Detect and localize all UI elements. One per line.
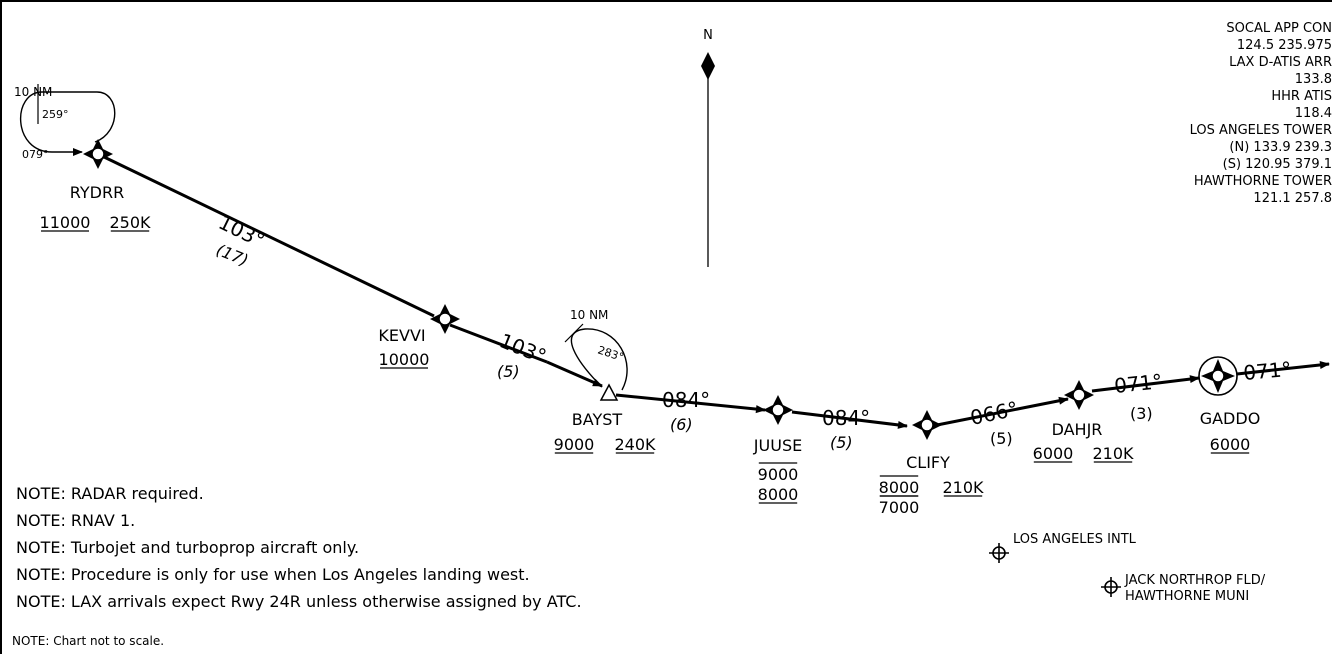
waypoint-center [1072, 388, 1086, 402]
airport-icon-lax [989, 543, 1009, 563]
waypoint-rydrr [83, 139, 113, 169]
leg-distance-label: (5) [990, 429, 1013, 448]
note-line: NOTE: Turbojet and turboprop aircraft on… [16, 538, 360, 557]
note-line: NOTE: RNAV 1. [16, 511, 136, 530]
altitude-restriction: 9000 [554, 435, 595, 454]
waypoint-juuse [763, 395, 793, 425]
waypoint-center [438, 312, 452, 326]
leg-distance-label: (5) [497, 362, 520, 381]
airport-icon-hhr [1101, 577, 1121, 597]
speed-restriction: 250K [109, 213, 151, 232]
route-leg [791, 410, 908, 429]
leg-course-label: 071° [1113, 369, 1163, 398]
north-arrow-icon [701, 52, 715, 80]
freq-line: 118.4 [1294, 106, 1332, 121]
holding-pattern-bayst [570, 328, 628, 391]
leg-distance-label: (5) [830, 433, 853, 452]
leg-course-label: 066° [968, 396, 1020, 429]
waypoint-center [771, 403, 785, 417]
leg-course-label: 071° [1242, 357, 1292, 385]
altitude-restriction: 8000 [758, 485, 799, 504]
leg-distance-label: (6) [670, 415, 693, 434]
airport-name: HAWTHORNE MUNI [1125, 589, 1249, 604]
hold-inbound-label: 079° [22, 148, 49, 161]
waypoint-ring [1198, 356, 1238, 396]
altitude-restriction: 10000 [379, 350, 430, 369]
waypoint-gaddo [1198, 356, 1238, 396]
freq-line: HAWTHORNE TOWER [1193, 174, 1332, 189]
note-line: NOTE: LAX arrivals expect Rwy 24R unless… [16, 592, 582, 611]
hold-length-label: 10 NM [570, 308, 608, 322]
fix-name-bayst: BAYST [572, 410, 623, 429]
waypoint-dahjr [1064, 380, 1094, 410]
route-leg [936, 396, 1069, 427]
fix-name-juuse: JUUSE [753, 436, 802, 455]
route-leg [1091, 375, 1200, 393]
notes-block: NOTE: RADAR required. NOTE: RNAV 1. NOTE… [16, 480, 582, 615]
airport-name: LOS ANGELES INTL [1013, 532, 1137, 547]
waypoint-clify [912, 410, 942, 440]
altitude-restriction: 9000 [758, 465, 799, 484]
fix-name-gaddo: GADDO [1200, 409, 1261, 428]
fix-name-dahjr: DAHJR [1052, 420, 1103, 439]
altitude-restriction: 7000 [879, 498, 920, 517]
waypoint-kevvi [430, 304, 460, 334]
freq-line: SOCAL APP CON [1226, 21, 1332, 36]
north-label: N [703, 28, 713, 43]
leg-course-label: 084° [662, 388, 710, 412]
note-line: NOTE: RADAR required. [16, 484, 204, 503]
route-leg [615, 393, 766, 414]
fix-name-clify: CLIFY [906, 453, 950, 472]
note-line: NOTE: Procedure is only for use when Los… [16, 565, 530, 584]
freq-line: LAX D-ATIS ARR [1229, 55, 1332, 70]
scale-note: NOTE: Chart not to scale. [12, 634, 165, 648]
speed-restriction: 210K [1092, 444, 1134, 463]
speed-restriction: 240K [614, 435, 656, 454]
leg-course-label: 084° [822, 406, 870, 430]
altitude-restriction: 6000 [1033, 444, 1074, 463]
holding-pattern-rydrr [20, 91, 116, 156]
fly-by-triangle [599, 383, 619, 401]
speed-restriction: 210K [942, 478, 984, 497]
hold-outbound-label: 259° [42, 108, 69, 121]
route-leg [449, 323, 548, 364]
freq-line: LOS ANGELES TOWER [1189, 123, 1332, 138]
airport-name: JACK NORTHROP FLD/ [1124, 573, 1266, 588]
route-leg [1236, 360, 1330, 376]
freq-line: (N) 133.9 239.3 [1229, 140, 1332, 155]
fix-name-kevvi: KEVVI [378, 326, 425, 345]
hold-length-label: 10 NM [14, 85, 52, 99]
freq-line: 121.1 257.8 [1253, 191, 1332, 206]
freq-line: 133.8 [1294, 72, 1332, 87]
fix-name-rydrr: RYDRR [70, 183, 124, 202]
freq-line: 124.5 235.975 [1236, 38, 1332, 53]
frequency-box: SOCAL APP CON 124.5 235.975 LAX D-ATIS A… [1092, 20, 1332, 207]
hold-leg-marker [564, 323, 584, 343]
route-leg [101, 154, 435, 318]
altitude-restriction: 6000 [1210, 435, 1251, 454]
freq-line: (S) 120.95 379.1 [1222, 157, 1332, 172]
waypoint-center [1211, 369, 1225, 383]
waypoint-center [91, 147, 105, 161]
altitude-restriction: 8000 [879, 478, 920, 497]
altitude-restriction: 11000 [40, 213, 91, 232]
route-leg [546, 360, 603, 388]
leg-distance-label: (3) [1130, 404, 1153, 423]
waypoint-center [920, 418, 934, 432]
freq-line: HHR ATIS [1271, 89, 1332, 104]
